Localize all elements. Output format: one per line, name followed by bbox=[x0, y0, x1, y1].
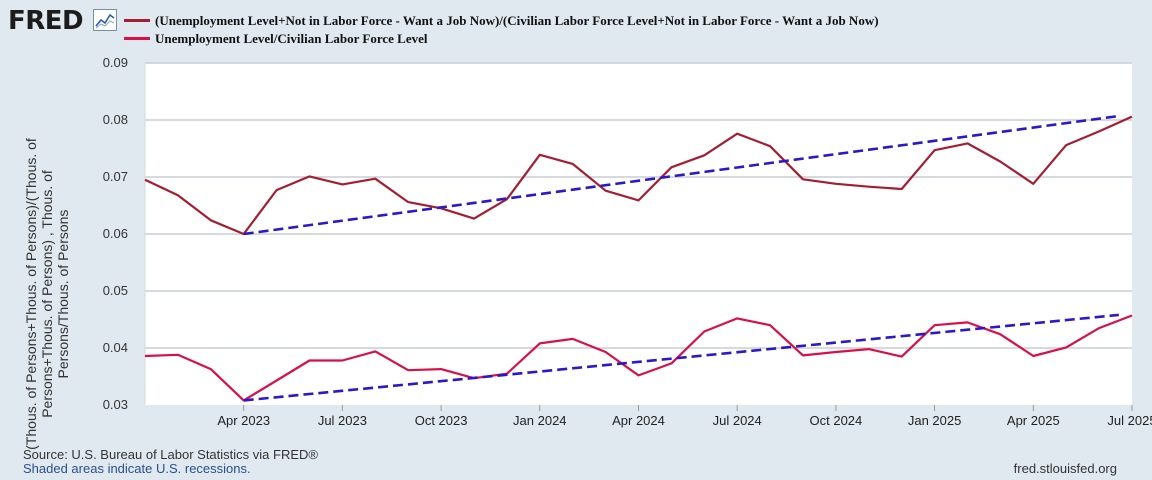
fred-logo[interactable]: FRED bbox=[8, 6, 84, 36]
x-tick-label: Jul 2024 bbox=[713, 413, 762, 428]
x-axis-ticks: Apr 2023 Jul 2023 Oct 2023 Jan 2024 Apr 2024… bbox=[217, 405, 1152, 428]
legend-item-series-2[interactable]: Unemployment Level/Civilian Labor Force … bbox=[124, 31, 428, 47]
y-tick-label: 0.06 bbox=[103, 226, 128, 241]
x-tick-label: Jul 2023 bbox=[318, 413, 367, 428]
series-line-2[interactable] bbox=[144, 314, 1133, 402]
source-note: Source: U.S. Bureau of Labor Statistics … bbox=[23, 447, 318, 462]
trendline-2 bbox=[243, 313, 1119, 402]
x-tick-label: Apr 2023 bbox=[217, 413, 270, 428]
x-tick-label: Jul 2025 bbox=[1107, 413, 1152, 428]
legend-label-series-2: Unemployment Level/Civilian Labor Force … bbox=[155, 31, 428, 46]
series-line-1[interactable] bbox=[144, 115, 1133, 236]
y-axis-ticks: 0.03 0.04 0.05 0.06 0.07 0.08 0.09 bbox=[103, 55, 128, 412]
line-chart: 0.03 0.04 0.05 0.06 0.07 0.08 0.09 Apr 2023 Jul… bbox=[103, 55, 1152, 428]
legend-label-series-1: (Unemployment Level+Not in Labor Force -… bbox=[155, 13, 879, 28]
y-tick-label: 0.08 bbox=[103, 112, 128, 127]
x-tick-label: Jan 2025 bbox=[908, 413, 962, 428]
x-tick-label: Apr 2024 bbox=[612, 413, 665, 428]
x-tick-label: Jan 2024 bbox=[513, 413, 567, 428]
x-tick-label: Oct 2023 bbox=[415, 413, 468, 428]
y-tick-label: 0.09 bbox=[103, 55, 128, 70]
legend-item-series-1[interactable]: (Unemployment Level+Not in Labor Force -… bbox=[124, 13, 879, 29]
y-tick-label: 0.07 bbox=[103, 169, 128, 184]
legend-swatch-series-1 bbox=[124, 18, 150, 22]
series-lines bbox=[144, 115, 1133, 402]
x-tick-label: Oct 2024 bbox=[810, 413, 863, 428]
legend-swatch-series-2 bbox=[124, 36, 150, 40]
line-chart-icon bbox=[93, 9, 117, 31]
x-tick-label: Apr 2025 bbox=[1007, 413, 1060, 428]
site-link[interactable]: fred.stlouisfed.org bbox=[1013, 461, 1117, 476]
y-tick-label: 0.05 bbox=[103, 283, 128, 298]
trend-lines bbox=[243, 114, 1120, 402]
y-tick-label: 0.04 bbox=[103, 340, 128, 355]
y-tick-label: 0.03 bbox=[103, 397, 128, 412]
recession-note[interactable]: Shaded areas indicate U.S. recessions. bbox=[23, 461, 251, 476]
trendline-1 bbox=[243, 114, 1120, 236]
